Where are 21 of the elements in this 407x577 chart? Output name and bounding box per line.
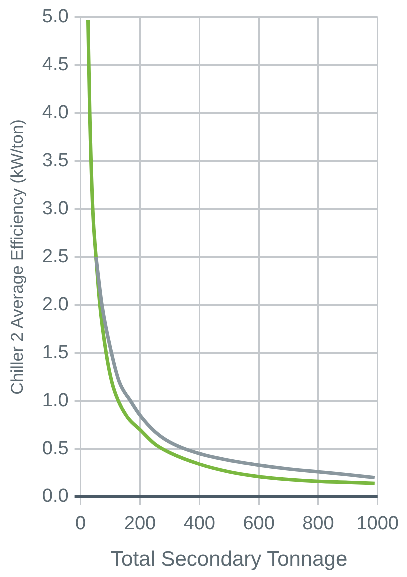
y-tick-label: 2.5 (42, 246, 69, 268)
x-tick-label: 600 (243, 514, 275, 535)
x-axis-title: Total Secondary Tonnage (111, 548, 348, 572)
y-tick-label: 4.0 (42, 102, 69, 124)
line-series (86, 18, 377, 486)
y-tick-label: 1.0 (42, 390, 69, 412)
x-tick-label: 800 (302, 514, 334, 535)
y-tick-label: 5.0 (42, 6, 69, 28)
x-tick-label: 400 (184, 514, 216, 535)
y-tick-label: 3.5 (42, 150, 69, 172)
y-tick-label: 0.5 (42, 438, 69, 460)
y-axis-title: Chiller 2 Average Efficiency (kW/ton) (8, 120, 27, 395)
y-tick-label: 2.0 (42, 294, 69, 316)
x-tick-label: 1000 (356, 514, 400, 535)
y-tick-label: 4.5 (42, 54, 69, 76)
x-tick-label: 200 (124, 514, 156, 535)
y-tick-label: 3.0 (42, 198, 69, 220)
y-tick-label: 1.5 (42, 342, 69, 364)
line-series (94, 255, 377, 480)
y-tick-label: 0.0 (42, 486, 69, 508)
x-tick-label: 0 (76, 514, 86, 535)
